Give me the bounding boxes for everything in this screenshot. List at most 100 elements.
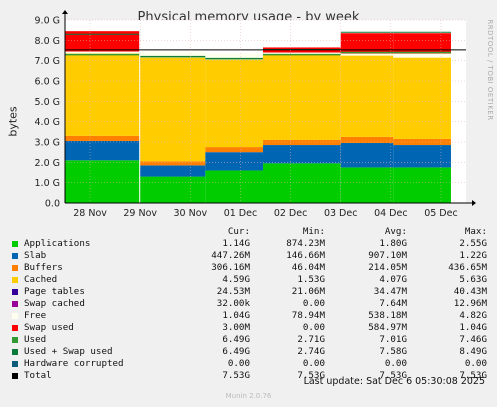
legend-avg-value: 4.07G <box>379 274 407 285</box>
area-slab-seg-0 <box>65 140 140 161</box>
area-applications-seg-5 <box>393 167 451 203</box>
legend-cur-value: 6.49G <box>222 334 250 345</box>
legend-cur-value: 447.26M <box>211 250 250 261</box>
legend-max-value: 2.55G <box>459 238 487 249</box>
x-tick-label: 03 Dec <box>324 208 358 219</box>
legend-row: Buffers 306.16M 46.04M 214.05M 436.65M <box>12 262 487 274</box>
y-tick-label: 0.0 <box>45 199 60 210</box>
area-free-seg-3 <box>262 52 341 55</box>
legend-avg-value: 1.80G <box>379 238 407 249</box>
legend-max-value: 1.22G <box>459 250 487 261</box>
legend-avg-value: 7.64M <box>379 298 407 309</box>
legend-row: Used + Swap used 6.49G 2.74G 7.58G 8.49G <box>12 346 487 358</box>
legend-row: Page tables 24.53M 21.06M 34.47M 40.43M <box>12 286 487 298</box>
area-swap-used-seg-0 <box>65 31 140 52</box>
legend-cur-value: 1.04G <box>222 310 250 321</box>
legend-avg-value: 0.00 <box>384 358 407 369</box>
area-applications-seg-2 <box>205 170 263 203</box>
area-free-seg-4 <box>340 53 394 56</box>
legend-cur-value: 0.00 <box>227 358 250 369</box>
legend-swatch <box>12 348 18 355</box>
legend-cur-value: 3.00M <box>222 322 250 333</box>
legend-max-value: 5.63G <box>459 274 487 285</box>
area-applications-seg-3 <box>262 163 341 203</box>
legend-swatch-cell <box>12 334 24 346</box>
legend-cur-value: 6.49G <box>222 346 250 357</box>
legend-swatch <box>12 312 18 319</box>
legend-series-name: Page tables <box>24 286 85 297</box>
legend-cur-value: 1.14G <box>222 238 250 249</box>
legend-row: Swap cached 32.00k 0.00 7.64M 12.96M <box>12 298 487 310</box>
legend-avg-value: 214.05M <box>368 262 407 273</box>
x-tick-label: 02 Dec <box>274 208 308 219</box>
legend-avg-value: 584.97M <box>368 322 407 333</box>
legend-swatch-cell <box>12 262 24 274</box>
legend-max-value: 7.46G <box>459 334 487 345</box>
legend-max-value: 4.82G <box>459 310 487 321</box>
legend-avg-value: 7.01G <box>379 334 407 345</box>
legend-min-value: 46.04M <box>291 262 325 273</box>
legend-max-value: 436.65M <box>448 262 487 273</box>
legend-row: Applications 1.14G 874.23M 1.80G 2.55G <box>12 238 487 250</box>
legend-avg-value: 907.10M <box>368 250 407 261</box>
area-buffers-seg-2 <box>205 147 263 153</box>
legend-series-name: Cached <box>24 274 58 285</box>
area-cached-seg-1 <box>140 57 206 162</box>
legend-swatch-cell <box>12 346 24 358</box>
legend-min-value: 7.53G <box>297 370 325 381</box>
legend-swatch-cell <box>12 370 24 382</box>
legend-swatch <box>12 288 18 295</box>
last-update: Last update: Sat Dec 6 05:30:08 2025 <box>303 376 485 387</box>
legend-swatch <box>12 324 18 331</box>
munin-version: Munin 2.0.76 <box>225 392 272 400</box>
legend-max-value: 7.53G <box>459 370 487 381</box>
area-free-seg-2 <box>205 53 263 60</box>
legend-cur-value: 32.00k <box>216 298 250 309</box>
legend-row: Slab 447.26M 146.66M 907.10M 1.22G <box>12 250 487 262</box>
legend-swatch-cell <box>12 322 24 334</box>
area-buffers-seg-4 <box>340 136 394 144</box>
legend-series-name: Free <box>24 310 47 321</box>
legend-swatch-cell <box>12 310 24 322</box>
legend-swatch <box>12 372 18 379</box>
legend-min-value: 2.71G <box>297 334 325 345</box>
legend-min-value: 146.66M <box>286 250 325 261</box>
area-cached-seg-2 <box>205 59 263 148</box>
y-tick-label: 7.0 G <box>35 56 61 67</box>
area-slab-seg-5 <box>393 145 451 168</box>
legend-swatch <box>12 252 18 259</box>
x-axis-arrow <box>472 200 476 206</box>
legend-min-value: 874.23M <box>286 238 325 249</box>
legend-min-value: 21.06M <box>291 286 325 297</box>
area-free-seg-0 <box>65 51 140 54</box>
x-tick-label: 28 Nov <box>73 208 107 219</box>
legend-avg-value: 7.58G <box>379 346 407 357</box>
legend-max-value: 1.04G <box>459 322 487 333</box>
area-swap-used-seg-4 <box>340 33 394 54</box>
legend-series-name: Hardware corrupted <box>24 358 124 369</box>
legend-min-value: 0.00 <box>302 358 325 369</box>
y-tick-label: 5.0 G <box>35 97 61 108</box>
area-free-seg-1 <box>140 51 206 58</box>
x-tick-label: 04 Dec <box>374 208 408 219</box>
y-tick-label: 4.0 G <box>35 117 61 128</box>
area-free-seg-5 <box>393 53 451 58</box>
y-tick-label: 1.0 G <box>35 178 61 189</box>
y-tick-label: 9.0 G <box>35 16 61 27</box>
legend-swatch <box>12 240 18 247</box>
legend-swatch-cell <box>12 250 24 262</box>
area-slab-seg-3 <box>262 145 341 164</box>
legend-row: Free 1.04G 78.94M 538.18M 4.82G <box>12 310 487 322</box>
legend-min-value: 78.94M <box>291 310 325 321</box>
area-swap-used-seg-5 <box>393 33 451 54</box>
legend-max-value: 0.00 <box>464 358 487 369</box>
legend-series-name: Buffers <box>24 262 63 273</box>
legend-table: Cur: Min: Avg: Max: Applications 1.14G 874… <box>12 226 487 382</box>
legend-min-value: 0.00 <box>302 322 325 333</box>
y-tick-label: 6.0 G <box>35 77 61 88</box>
legend-series-name: Swap used <box>24 322 74 333</box>
legend-swatch <box>12 336 18 343</box>
legend-swatch <box>12 360 18 367</box>
area-applications-seg-1 <box>140 176 206 203</box>
area-cached-seg-4 <box>340 55 394 137</box>
